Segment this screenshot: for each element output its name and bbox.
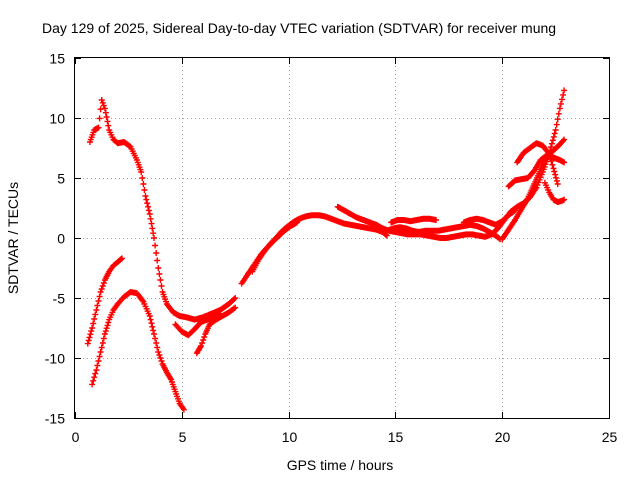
data-point-markers	[514, 140, 561, 187]
x-tick-label: 15	[388, 429, 404, 445]
series-arc-1	[87, 97, 239, 323]
series-arc-15	[541, 179, 568, 205]
data-point-markers	[87, 97, 239, 323]
plot-area-frame	[74, 57, 610, 419]
series-arc-2	[84, 255, 125, 347]
y-tick-label: -5	[53, 291, 66, 307]
data-points	[84, 87, 568, 413]
x-tick-label: 20	[495, 429, 511, 445]
y-tick-label: 10	[49, 111, 65, 127]
data-point-markers	[84, 255, 125, 347]
x-tick-labels: 0 5 10 15 20 25	[72, 429, 618, 445]
series-arc-13	[505, 152, 568, 190]
series-arc-8	[334, 87, 568, 241]
x-axis-label: GPS time / hours	[287, 457, 394, 473]
data-point-markers	[388, 215, 439, 226]
series-arc-4	[172, 310, 224, 339]
y-tick-label: 0	[57, 231, 65, 247]
y-tick-label: 15	[49, 51, 65, 67]
data-point-markers	[460, 207, 518, 228]
data-point-markers	[249, 219, 301, 275]
series-arc-3	[89, 289, 187, 413]
series-arc-14	[514, 140, 561, 187]
x-tick-label: 5	[179, 429, 187, 445]
chart-title: Day 129 of 2025, Sidereal Day-to-day VTE…	[42, 20, 556, 36]
data-point-markers	[383, 221, 504, 243]
y-tick-label: -15	[45, 411, 65, 427]
x-tick-label: 0	[72, 429, 80, 445]
series-arc-5	[193, 304, 239, 357]
series-arc-7	[249, 219, 301, 275]
data-point-markers	[172, 310, 224, 339]
axis-ticks	[75, 58, 610, 419]
data-point-markers	[193, 304, 239, 357]
y-tick-label: 5	[57, 171, 65, 187]
data-point-markers	[505, 152, 568, 190]
series-arc-10	[383, 221, 504, 243]
data-point-markers	[334, 87, 568, 241]
y-axis-label: SDTVAR / TECUs	[5, 182, 21, 294]
x-tick-label: 25	[602, 429, 618, 445]
x-tick-label: 10	[282, 429, 298, 445]
series-arc-11	[460, 207, 518, 228]
y-tick-labels: 15 10 5 0 -5 -10 -15	[45, 51, 65, 427]
data-point-markers	[541, 179, 568, 205]
data-point-markers	[89, 289, 187, 413]
y-tick-label: -10	[45, 351, 65, 367]
series-arc-9	[388, 215, 439, 226]
